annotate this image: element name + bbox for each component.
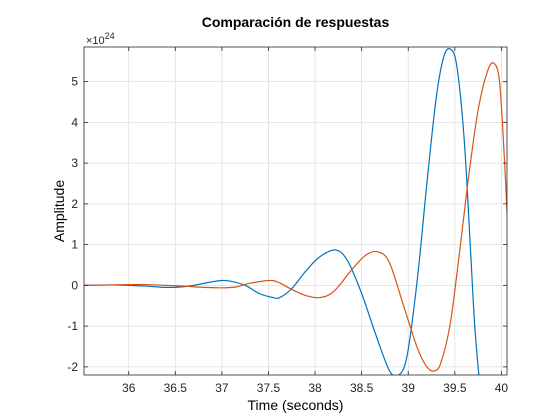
y-tick-label: 5: [71, 75, 78, 89]
y-tick-label: 2: [71, 197, 78, 211]
y-tick-label: -2: [67, 360, 78, 374]
x-tick-label: 36.5: [164, 381, 188, 395]
x-tick-label: 38: [308, 381, 322, 395]
chart-title: Comparación de respuestas: [202, 14, 390, 30]
y-tick-label: 0: [71, 278, 78, 292]
x-tick-label: 37: [215, 381, 229, 395]
plot-area-box: [83, 46, 508, 376]
x-tick-label: 38.5: [350, 381, 374, 395]
x-tick-label: 40: [495, 381, 509, 395]
y-exponent-label: ×1024: [86, 31, 115, 47]
y-exponent-base: ×10: [86, 35, 105, 47]
x-tick-label: 37.5: [257, 381, 281, 395]
y-axis-label: Amplitude: [51, 180, 67, 242]
x-tick-label: 39: [402, 381, 416, 395]
x-axis-label: Time (seconds): [248, 397, 344, 413]
series-line-2: [84, 62, 507, 372]
y-exponent-power: 24: [105, 31, 115, 41]
series-layer: [84, 47, 507, 375]
y-tick-label: 4: [71, 115, 78, 129]
y-tick-label: 3: [71, 156, 78, 170]
x-tick-label: 36: [122, 381, 136, 395]
series-line-1: [84, 47, 480, 375]
y-tick-label: 1: [71, 238, 78, 252]
plot-area-background: [84, 47, 507, 375]
y-tick-label: -1: [67, 319, 78, 333]
x-ticks: 36 36.5 37 37.5 38 38.5 39 39.5 40: [122, 47, 508, 395]
grid-lines: [84, 47, 507, 375]
y-ticks: -2 -1 0 1 2 3 4 5: [67, 75, 507, 374]
x-tick-label: 39.5: [443, 381, 467, 395]
